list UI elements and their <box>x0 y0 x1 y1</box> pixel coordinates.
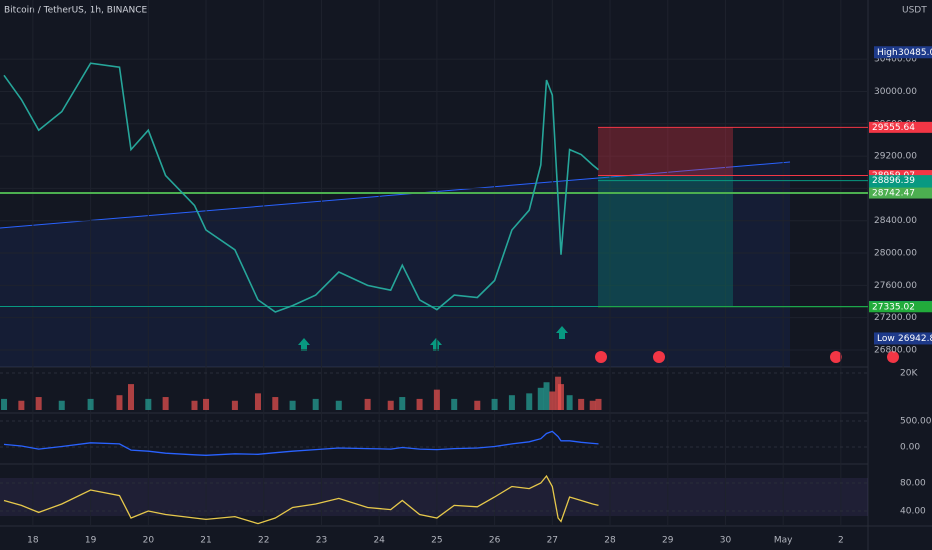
volume-bar <box>537 387 544 410</box>
y-tick-label: 30000.00 <box>874 87 917 97</box>
volume-bar <box>203 398 210 410</box>
volume-bar <box>272 397 279 410</box>
volume-bar <box>35 397 42 410</box>
volume-bar <box>1 398 8 410</box>
y-tick-label: 30400.00 <box>874 55 917 65</box>
volume-bar <box>543 382 550 410</box>
volume-bar <box>566 395 573 410</box>
x-tick-label: 18 <box>27 536 39 546</box>
rsi-line <box>3 474 599 525</box>
target-zone <box>598 175 733 307</box>
volume-bar <box>491 398 498 410</box>
x-tick-label: 19 <box>85 536 97 546</box>
volume-bar <box>58 400 65 410</box>
volume-bar <box>474 400 481 410</box>
volume-bar <box>387 400 394 410</box>
y-tick-label: 27200.00 <box>874 313 917 323</box>
price-label-box <box>874 46 932 59</box>
volume-bar <box>578 398 585 410</box>
chart-title: Bitcoin / TetherUS, 1h, BINANCE <box>4 6 148 16</box>
x-tick-label: 27 <box>547 536 558 546</box>
volume-bar <box>433 389 440 410</box>
volume-bar <box>289 400 296 410</box>
x-tick-label: 29 <box>662 536 674 546</box>
x-tick-label: 21 <box>200 536 211 546</box>
x-tick-label: 2 <box>838 536 844 546</box>
rsi-band <box>0 478 868 516</box>
y-tick-label: 80.00 <box>900 479 926 489</box>
price-label: 27335.02 <box>872 302 915 312</box>
x-tick-label: 28 <box>604 536 616 546</box>
high-title: High <box>877 48 898 58</box>
volume-bar <box>254 393 261 410</box>
volume-bar <box>18 400 25 410</box>
volume-bar <box>87 398 94 410</box>
volume-bar <box>191 400 198 410</box>
arrows <box>298 326 568 351</box>
y-tick-label: 40.00 <box>900 507 926 517</box>
event-icons <box>595 351 899 363</box>
x-tick-label: 26 <box>489 536 501 546</box>
currency: USDT <box>902 6 927 16</box>
up-arrow <box>430 338 442 351</box>
volume-bar <box>399 397 406 410</box>
volume-bar <box>364 398 371 410</box>
volume-bar <box>549 391 556 410</box>
price-line <box>3 62 600 313</box>
y-tick-label: 27600.00 <box>874 281 917 291</box>
volume-bar <box>116 395 123 410</box>
y-tick-label: 26800.00 <box>874 346 917 356</box>
volume-bar <box>526 393 533 410</box>
y-tick-label: 29200.00 <box>874 152 917 162</box>
x-tick-label: May <box>774 536 793 546</box>
price-label: 29555.64 <box>872 123 915 133</box>
event-icon <box>653 351 665 363</box>
volume-bar <box>508 395 515 410</box>
event-icon <box>595 351 607 363</box>
y-tick-label: 20K <box>900 369 918 379</box>
volume-bar <box>231 400 238 410</box>
volume-bar <box>595 398 602 410</box>
volume-bar <box>416 398 423 410</box>
volume-bar <box>451 398 458 410</box>
volume-bar <box>162 397 169 410</box>
up-arrow <box>298 338 310 351</box>
x-tick-label: 25 <box>431 536 442 546</box>
event-icon <box>830 351 842 363</box>
macd-line <box>3 430 599 456</box>
volume-bar <box>557 384 564 410</box>
price-label-box <box>874 332 932 345</box>
volume-bar <box>335 400 342 410</box>
low-label: 26942.82 <box>898 334 932 344</box>
price-label-box <box>869 187 932 199</box>
y-tick-label: 28000.00 <box>874 249 917 259</box>
x-tick-label: 30 <box>720 536 732 546</box>
volume-bar <box>312 398 319 410</box>
up-arrow <box>556 326 568 339</box>
x-tick-label: 23 <box>316 536 327 546</box>
x-tick-label: 22 <box>258 536 269 546</box>
y-tick-label: 0.00 <box>900 443 920 453</box>
low-title: Low <box>877 334 895 344</box>
x-tick-label: 20 <box>143 536 155 546</box>
event-icon <box>887 351 899 363</box>
price-label-box <box>869 121 932 133</box>
stop-zone <box>598 127 733 176</box>
volume-bar <box>589 400 596 410</box>
y-tick-label: 28400.00 <box>874 216 917 226</box>
y-tick-label: 500.00 <box>900 417 932 427</box>
volume-bar <box>145 398 152 410</box>
x-tick-label: 24 <box>373 536 385 546</box>
trendline <box>0 161 791 229</box>
volume-bar <box>128 384 135 410</box>
high-label: 30485.00 <box>898 48 932 58</box>
price-label-box <box>869 301 932 313</box>
price-label: 28896.39 <box>872 176 915 186</box>
price-label: 28742.47 <box>872 189 915 199</box>
